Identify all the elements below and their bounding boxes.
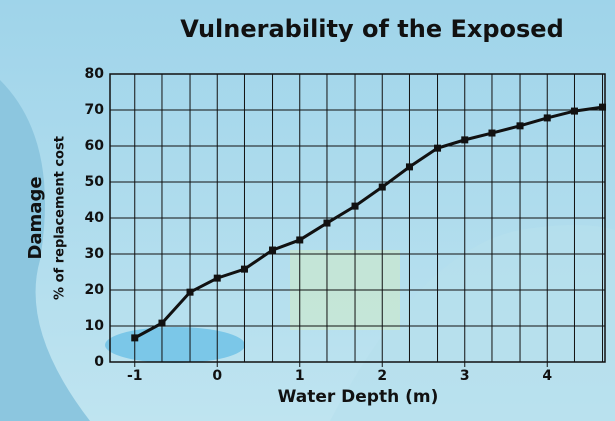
y-tick-label: 50	[85, 174, 105, 190]
chart: Vulnerability of the Exposed Damage % of…	[0, 0, 615, 421]
chart-title: Vulnerability of the Exposed	[180, 15, 564, 43]
data-point	[352, 203, 359, 210]
x-axis-title: Water Depth (m)	[278, 387, 439, 407]
data-point	[214, 275, 221, 282]
x-tick-label: -1	[127, 368, 143, 384]
y-tick-label: 20	[85, 282, 105, 298]
y-tick-label: 0	[94, 354, 104, 370]
data-point	[241, 266, 248, 273]
y-tick-label: 30	[85, 246, 105, 262]
data-point	[599, 104, 606, 111]
data-point	[158, 320, 165, 327]
y-axis-subtitle: % of replacement cost	[53, 136, 68, 300]
data-point	[571, 108, 578, 115]
data-point	[296, 236, 303, 243]
data-point	[544, 114, 551, 121]
x-tick-label: 1	[295, 368, 305, 384]
y-tick-label: 10	[85, 318, 105, 334]
data-point	[461, 136, 468, 143]
y-tick-label: 40	[85, 210, 105, 226]
data-point	[488, 130, 495, 137]
data-point	[379, 184, 386, 191]
x-tick-label: 0	[212, 368, 222, 384]
y-tick-label: 70	[85, 102, 105, 118]
y-axis-title: Damage	[25, 176, 46, 259]
data-point	[323, 220, 330, 227]
data-point	[131, 334, 138, 341]
data-point	[517, 122, 524, 129]
y-tick-label: 80	[85, 66, 105, 82]
data-point	[269, 247, 276, 254]
x-tick-label: 2	[377, 368, 387, 384]
x-tick-label: 3	[460, 368, 470, 384]
data-point	[434, 145, 441, 152]
x-tick-label: 4	[542, 368, 552, 384]
data-point	[187, 289, 194, 296]
data-point	[406, 163, 413, 170]
decor-water	[105, 327, 245, 363]
y-tick-label: 60	[85, 138, 105, 154]
